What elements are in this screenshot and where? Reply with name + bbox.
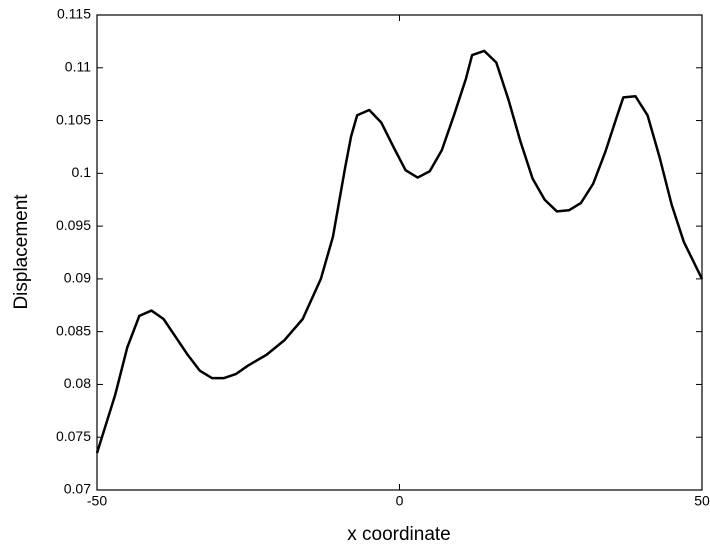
y-tick-label: 0.08	[64, 375, 91, 391]
y-tick-label: 0.085	[56, 322, 91, 338]
x-tick-label: 0	[396, 493, 404, 509]
y-tick-label: 0.095	[56, 217, 91, 233]
y-tick-label: 0.105	[56, 111, 91, 127]
y-tick-label: 0.115	[57, 6, 91, 22]
x-tick-label: -50	[87, 493, 107, 509]
data-line	[95, 49, 704, 454]
x-axis-label: x coordinate	[347, 524, 451, 545]
y-tick-label: 0.11	[65, 58, 91, 74]
y-tick-label: 0.07	[64, 481, 91, 497]
x-tick-label: 50	[694, 493, 710, 509]
y-tick-label: 0.075	[56, 428, 91, 444]
y-axis-label: Displacement	[11, 194, 32, 310]
plot-frame	[96, 14, 703, 491]
y-tick-label: 0.1	[72, 164, 92, 180]
y-tick-label: 0.09	[64, 270, 91, 286]
